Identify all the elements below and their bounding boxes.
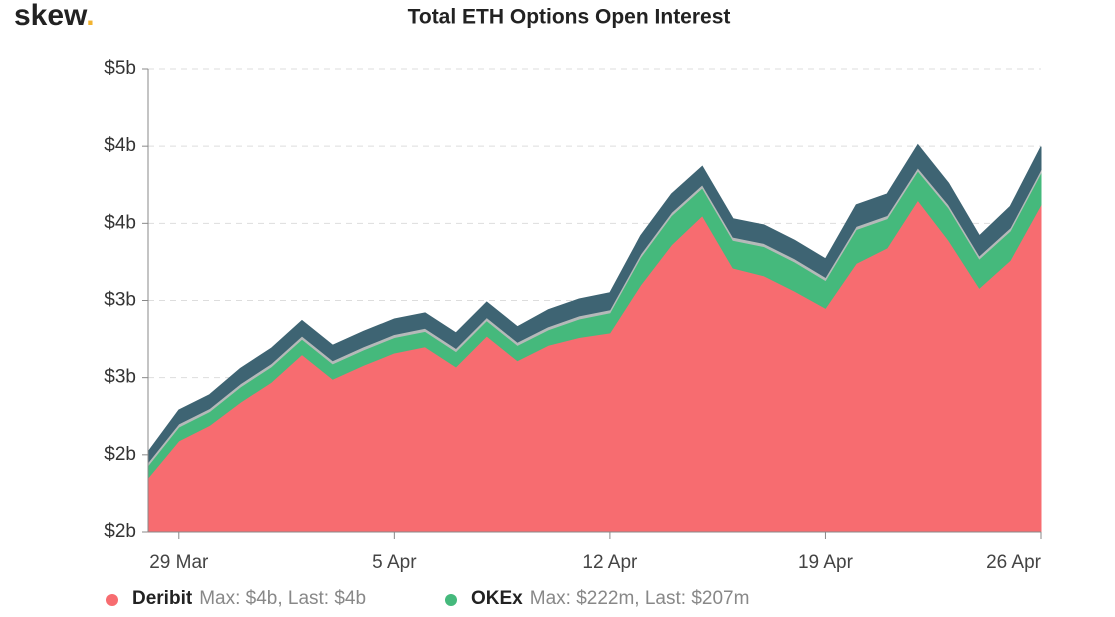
y-tick-label: $4b (104, 212, 136, 233)
y-tick-label: $3b (104, 367, 136, 388)
y-tick-label: $3b (104, 290, 136, 311)
area (147, 143, 1042, 464)
legend-name: OKEx (471, 588, 523, 609)
legend-entry: Deribit Max: $4b, Last: $4b (132, 588, 366, 609)
legend-entry: OKEx Max: $222m, Last: $207m (471, 588, 749, 609)
y-tick-label: $2b (104, 444, 136, 465)
logo-dot: . (86, 0, 94, 32)
x-tick-label: 26 Apr (986, 552, 1042, 573)
logo: skew. (14, 0, 95, 32)
x-tick-label: 5 Apr (372, 552, 417, 573)
x-tick-label: 12 Apr (582, 552, 638, 573)
x-tick-label: 19 Apr (798, 552, 854, 573)
x-tick-label: 29 Mar (149, 552, 209, 573)
y-tick-label: $5b (104, 58, 136, 79)
chart-title: Total ETH Options Open Interest (408, 6, 731, 29)
y-tick-label: $4b (104, 135, 136, 156)
legend-stats: Max: $222m, Last: $207m (530, 588, 750, 609)
legend-stats: Max: $4b, Last: $4b (199, 588, 366, 609)
logo-text: skew (14, 0, 88, 32)
legend-name: Deribit (132, 588, 193, 609)
legend-marker (106, 594, 118, 606)
legend-marker (445, 594, 457, 606)
y-tick-label: $2b (104, 521, 136, 542)
